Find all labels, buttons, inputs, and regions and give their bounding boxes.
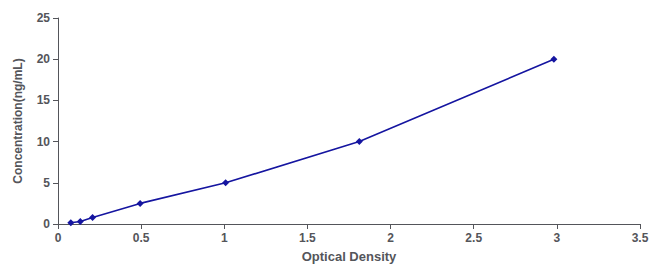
svg-text:0: 0 bbox=[43, 217, 50, 231]
svg-text:5: 5 bbox=[43, 176, 50, 190]
svg-text:2.5: 2.5 bbox=[465, 231, 482, 245]
svg-text:0: 0 bbox=[55, 231, 62, 245]
svg-text:10: 10 bbox=[37, 135, 51, 149]
svg-text:Optical Density: Optical Density bbox=[302, 249, 397, 264]
svg-text:20: 20 bbox=[37, 52, 51, 66]
svg-text:3.5: 3.5 bbox=[632, 231, 649, 245]
svg-text:0.5: 0.5 bbox=[133, 231, 150, 245]
svg-text:3: 3 bbox=[554, 231, 561, 245]
svg-text:1.5: 1.5 bbox=[299, 231, 316, 245]
svg-text:15: 15 bbox=[37, 93, 51, 107]
svg-text:Concentration(ng/mL): Concentration(ng/mL) bbox=[11, 58, 25, 183]
svg-text:2: 2 bbox=[387, 231, 394, 245]
svg-text:25: 25 bbox=[37, 11, 51, 25]
svg-text:1: 1 bbox=[221, 231, 228, 245]
